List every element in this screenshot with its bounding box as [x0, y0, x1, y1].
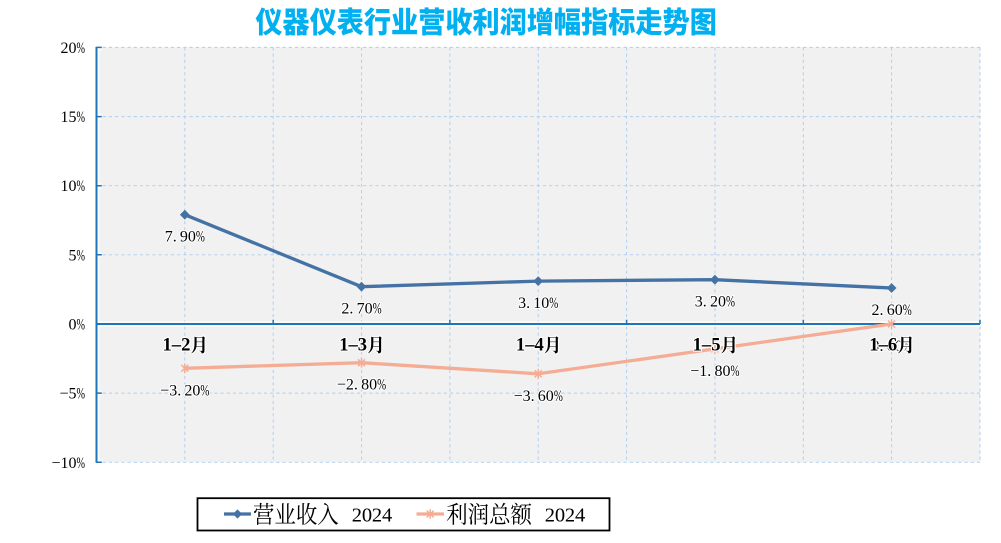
svg-text:1–2: 1–2 [163, 335, 191, 356]
svg-text:10%: 10% [61, 178, 86, 195]
svg-text:−1. 80%: −1. 80% [690, 363, 739, 380]
svg-text:−3. 60%: −3. 60% [514, 388, 563, 405]
svg-text:−3. 20%: −3. 20% [160, 382, 209, 399]
svg-text:−5%: −5% [59, 386, 85, 403]
svg-text:−10%: −10% [51, 455, 85, 472]
svg-text:20%: 20% [61, 40, 86, 57]
svg-text:1–6: 1–6 [869, 335, 897, 356]
svg-text:5%: 5% [69, 247, 86, 264]
svg-text:3. 10%: 3. 10% [518, 295, 558, 312]
svg-text:3. 20%: 3. 20% [695, 294, 735, 311]
svg-text:1–5: 1–5 [693, 335, 721, 356]
svg-text:2. 70%: 2. 70% [341, 301, 381, 318]
svg-text:1–4: 1–4 [516, 335, 544, 356]
svg-text:1–3: 1–3 [339, 335, 367, 356]
svg-text:15%: 15% [61, 109, 86, 126]
svg-text:−2. 80%: −2. 80% [337, 377, 386, 394]
svg-text:2. 60%: 2. 60% [871, 302, 911, 319]
svg-text:0%: 0% [69, 317, 86, 334]
svg-text:7. 90%: 7. 90% [165, 229, 205, 246]
svg-text:2024: 2024 [545, 504, 585, 526]
svg-text:2024: 2024 [352, 504, 392, 526]
